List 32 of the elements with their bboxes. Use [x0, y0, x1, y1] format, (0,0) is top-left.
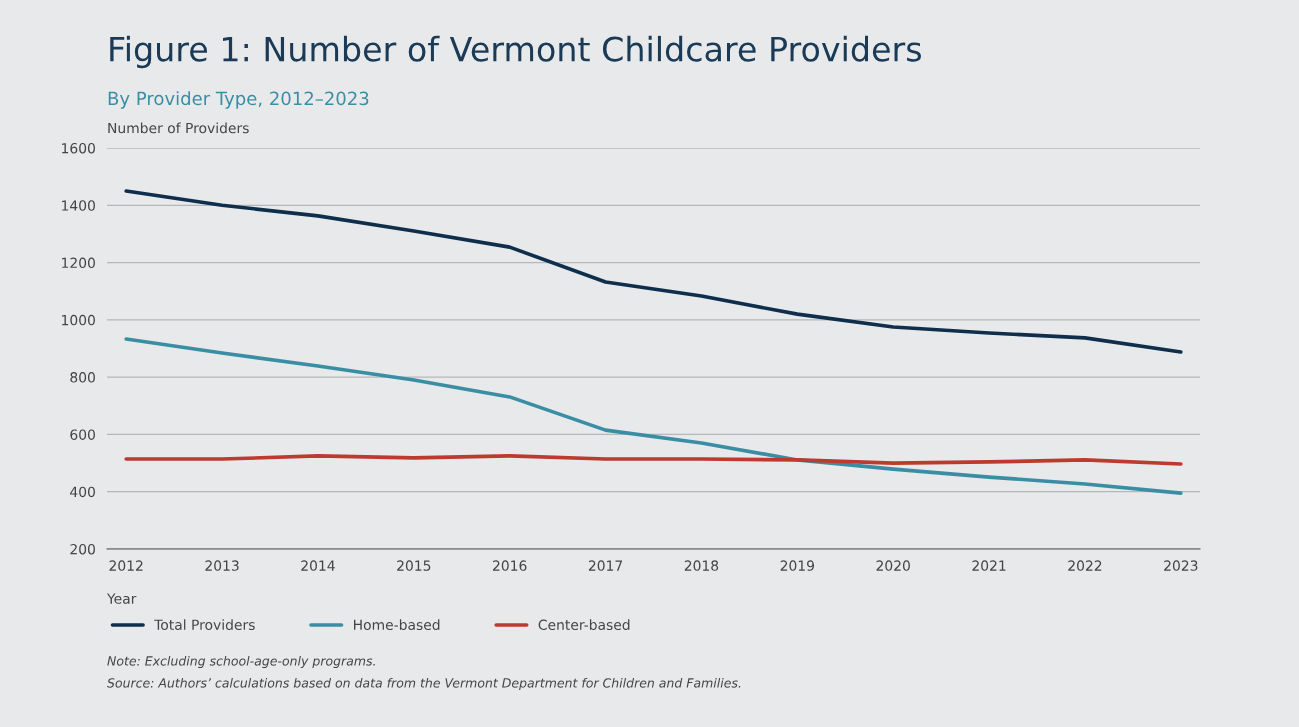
x-tick-label: 2022 [1068, 560, 1102, 571]
chart-subtitle: By Provider Type, 2012–2023 [108, 91, 369, 109]
x-tick-label: 2013 [205, 560, 239, 571]
text: Note: Excluding school-age-only programs. [107, 655, 375, 669]
x-tick-label: 2018 [684, 560, 719, 571]
y-tick-label: 1400 [62, 200, 95, 211]
x-tick-label: 2014 [301, 560, 335, 571]
x-tick-label: 2021 [972, 560, 1006, 571]
line-series [124, 337, 1183, 495]
x-tick-label: 2019 [780, 560, 815, 571]
y-axis-title: Number of Providers [108, 122, 249, 134]
legend-label: Total Providers [154, 619, 255, 631]
chart-title: Figure 1: Number of Vermont Childcare Providers [110, 35, 921, 69]
x-tick-label: 2016 [493, 560, 527, 571]
x-tick-label: 2017 [588, 560, 623, 571]
y-tick-label: 1200 [62, 257, 95, 269]
legend-label: Center-based [538, 619, 630, 631]
y-tick-label: 1600 [62, 142, 95, 154]
x-tick-label: 2023 [1164, 560, 1198, 571]
y-tick-label: 800 [70, 372, 95, 383]
y-tick-label: 1000 [62, 314, 95, 326]
x-tick-label: 2012 [109, 560, 143, 571]
y-tick-label: 600 [70, 429, 95, 440]
x-axis-title: Year [106, 593, 137, 604]
x-tick-label: 2015 [397, 560, 431, 571]
source-note: Source: Authors’ calculations based on data from the Vermont Department for Children and Families. [107, 677, 741, 691]
y-tick-label: 200 [70, 543, 95, 555]
line-series [124, 454, 1183, 466]
legend-label: Home-based [354, 619, 440, 631]
line-series [124, 189, 1183, 354]
y-tick-label: 400 [70, 486, 95, 498]
x-tick-label: 2020 [876, 560, 910, 571]
